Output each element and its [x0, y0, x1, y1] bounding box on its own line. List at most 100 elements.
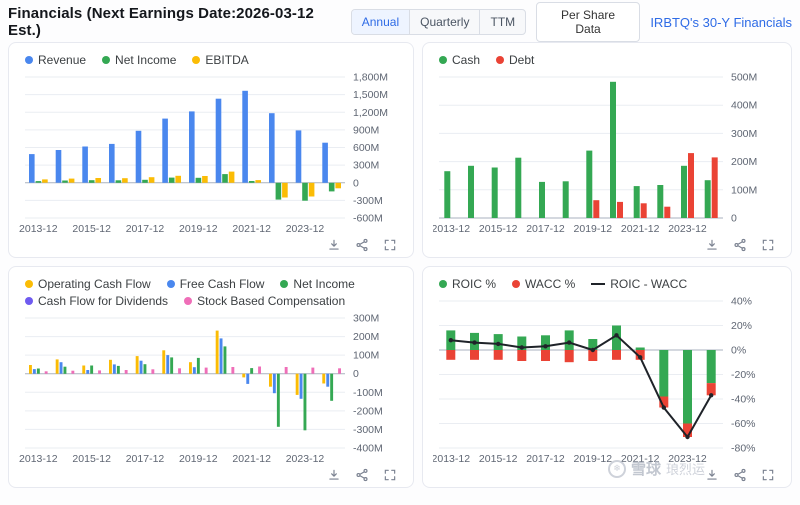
svg-text:2015-12: 2015-12	[479, 223, 518, 235]
legend-label: Revenue	[38, 53, 87, 67]
svg-text:2015-12: 2015-12	[72, 453, 111, 465]
svg-text:2015-12: 2015-12	[72, 223, 111, 235]
svg-text:-400M: -400M	[353, 443, 383, 455]
svg-text:-40%: -40%	[731, 394, 756, 406]
legend-item-debt[interactable]: Debt	[496, 53, 534, 67]
legend-item-cash[interactable]: Cash	[439, 53, 480, 67]
legend-label: ROIC - WACC	[610, 277, 688, 291]
fullscreen-icon[interactable]	[383, 238, 397, 252]
legend-dot-marker	[25, 297, 33, 305]
svg-text:-600M: -600M	[353, 213, 383, 225]
download-icon[interactable]	[327, 238, 341, 252]
svg-text:2015-12: 2015-12	[479, 453, 518, 465]
svg-text:200M: 200M	[353, 331, 379, 343]
legend-dot-marker	[439, 56, 447, 64]
legend-item-operating-cash-flow[interactable]: Operating Cash Flow	[25, 277, 151, 291]
legend-dot-marker	[192, 56, 201, 64]
legend-dot-marker	[25, 56, 33, 64]
chart-svg: 300M 200M 100M 0 -100M -200M -300M -400M 2013-12…	[19, 313, 383, 466]
legend-item-wacc[interactable]: WACC %	[512, 277, 575, 291]
legend-item-roic-wacc[interactable]: ROIC - WACC	[591, 277, 687, 291]
svg-text:2013-12: 2013-12	[433, 453, 470, 465]
tab-annual[interactable]: Annual	[351, 10, 410, 34]
legend-label: Operating Cash Flow	[38, 277, 151, 291]
legend-dot-marker	[102, 56, 111, 64]
roic-wacc-chart: 40% 20% 0% -20% -40% -60% -80% 2013-12 2015-12 20…	[432, 293, 781, 466]
card-toolbar	[433, 236, 781, 252]
legend-item-ebitda[interactable]: EBITDA	[192, 53, 249, 67]
share-icon[interactable]	[355, 468, 369, 482]
roic-wacc-card: ROIC % WACC % ROIC - WACC 40% 20% 0% -20% -40%…	[422, 266, 792, 488]
svg-text:2017-12: 2017-12	[126, 223, 165, 235]
fullscreen-icon[interactable]	[761, 238, 775, 252]
share-icon[interactable]	[355, 238, 369, 252]
legend-item-net-income[interactable]: Net Income	[280, 277, 355, 291]
legend-label: Net Income	[115, 53, 177, 67]
svg-text:1,500M: 1,500M	[353, 89, 388, 101]
svg-text:2019-12: 2019-12	[179, 453, 218, 465]
charts-grid: Revenue Net Income EBITDA 1,800M 1,500M 1,20…	[8, 42, 792, 488]
legend-item-stock-based-compensation[interactable]: Stock Based Compensation	[184, 294, 345, 308]
svg-text:2019-12: 2019-12	[179, 223, 218, 235]
svg-text:2023-12: 2023-12	[668, 453, 707, 465]
legend-dot-marker	[25, 280, 33, 288]
svg-text:300M: 300M	[353, 160, 379, 172]
share-icon[interactable]	[733, 238, 747, 252]
legend-item-cash-flow-for-dividends[interactable]: Cash Flow for Dividends	[25, 294, 168, 308]
svg-text:2019-12: 2019-12	[574, 223, 613, 235]
cash-flow-card: Operating Cash Flow Free Cash Flow Net Inc…	[8, 266, 414, 488]
download-icon[interactable]	[327, 468, 341, 482]
legend-item-net-income[interactable]: Net Income	[102, 53, 176, 67]
legend-dot-marker	[512, 280, 521, 288]
chart-svg: 40% 20% 0% -20% -40% -60% -80% 2013-12 2015-12 20…	[432, 296, 756, 466]
svg-text:40%: 40%	[731, 296, 752, 308]
svg-text:2023-12: 2023-12	[668, 223, 707, 235]
svg-text:-80%: -80%	[731, 443, 756, 455]
card-toolbar	[19, 236, 403, 252]
legend-label: EBITDA	[205, 53, 249, 67]
svg-text:-60%: -60%	[731, 418, 756, 430]
roic-wacc-legend: ROIC % WACC % ROIC - WACC	[433, 275, 781, 293]
fullscreen-icon[interactable]	[761, 468, 775, 482]
tab-ttm[interactable]: TTM	[479, 10, 524, 34]
svg-text:2017-12: 2017-12	[526, 223, 565, 235]
svg-text:0: 0	[731, 213, 737, 225]
legend-line-marker	[591, 283, 606, 285]
legend-label: Cash	[452, 53, 481, 67]
svg-text:0: 0	[353, 177, 359, 189]
svg-text:2017-12: 2017-12	[526, 453, 565, 465]
balance-sheet-chart: 500M 400M 300M 200M 100M 0 2013-12 2015-12 2017-…	[432, 69, 781, 236]
card-toolbar	[19, 466, 403, 482]
page-title: Financials (Next Earnings Date:2026-03-1…	[8, 5, 314, 39]
svg-text:0%: 0%	[731, 345, 746, 357]
legend-dot-marker	[496, 56, 505, 64]
svg-text:2023-12: 2023-12	[286, 453, 325, 465]
download-icon[interactable]	[705, 468, 719, 482]
svg-text:2013-12: 2013-12	[433, 223, 470, 235]
svg-text:600M: 600M	[353, 142, 379, 154]
legend-item-revenue[interactable]: Revenue	[25, 53, 86, 67]
download-icon[interactable]	[705, 238, 719, 252]
svg-text:1,800M: 1,800M	[353, 72, 388, 84]
legend-label: ROIC %	[452, 277, 497, 291]
svg-text:-20%: -20%	[731, 369, 756, 381]
balance-sheet-legend: Cash Debt	[433, 51, 781, 69]
svg-text:500M: 500M	[731, 72, 757, 84]
svg-text:2021-12: 2021-12	[621, 453, 660, 465]
legend-dot-marker	[184, 297, 193, 305]
card-toolbar	[433, 466, 781, 482]
svg-text:900M: 900M	[353, 124, 379, 136]
fullscreen-icon[interactable]	[383, 468, 397, 482]
cash-flow-chart: 300M 200M 100M 0 -100M -200M -300M -400M 2013-12…	[19, 310, 403, 466]
svg-text:2013-12: 2013-12	[19, 223, 58, 235]
share-icon[interactable]	[733, 468, 747, 482]
legend-label: Debt	[509, 53, 535, 67]
thirty-year-financials-link[interactable]: IRBTQ's 30-Y Financials	[650, 14, 792, 30]
tab-quarterly[interactable]: Quarterly	[409, 10, 479, 34]
svg-text:300M: 300M	[731, 128, 757, 140]
legend-item-free-cash-flow[interactable]: Free Cash Flow	[166, 277, 264, 291]
svg-text:100M: 100M	[353, 350, 379, 362]
per-share-data-button[interactable]: Per Share Data	[535, 2, 641, 42]
legend-item-roic[interactable]: ROIC %	[439, 277, 496, 291]
svg-text:2021-12: 2021-12	[621, 223, 660, 235]
